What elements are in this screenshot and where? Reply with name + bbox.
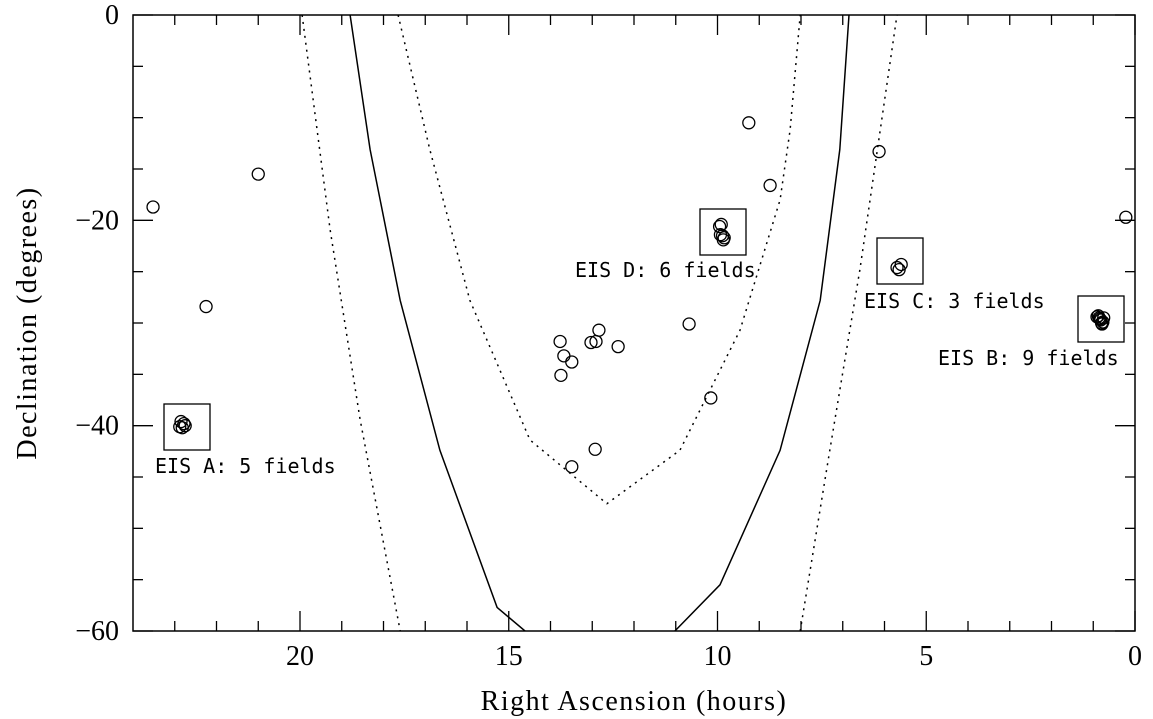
curve (301, 15, 898, 631)
y-tick-label: 0 (105, 0, 119, 31)
annotation: EIS A: 5 fields (155, 454, 336, 478)
field-point (199, 299, 213, 314)
field-point (251, 167, 265, 181)
annotation: EIS B: 9 fields (938, 346, 1119, 370)
x-tick-label: 10 (704, 641, 732, 672)
field-point (763, 178, 777, 193)
field-point (584, 335, 598, 350)
field-box (699, 208, 747, 256)
field-point (716, 233, 730, 247)
field-point (611, 339, 625, 354)
field-point (178, 419, 192, 433)
field-point (872, 144, 886, 159)
field-point (890, 260, 904, 275)
plot-frame (132, 14, 1136, 632)
field-point (174, 414, 188, 429)
field-point (1095, 317, 1109, 331)
x-tick-label: 0 (1128, 641, 1142, 672)
field-point (554, 368, 568, 383)
field-point (557, 349, 571, 363)
field-point (592, 323, 606, 337)
field-point (892, 262, 906, 277)
x-tick-label: 20 (286, 641, 314, 672)
field-point (588, 442, 602, 456)
y-axis-label: Declination (degrees) (12, 186, 43, 459)
field-point (712, 219, 727, 234)
field-point (565, 460, 579, 474)
field-point (742, 116, 756, 130)
y-tick-label: −40 (75, 411, 119, 442)
field-point (1119, 210, 1133, 224)
field-box (163, 403, 211, 451)
y-tick-label: −20 (75, 205, 119, 236)
field-point (553, 334, 567, 349)
field-point (704, 391, 718, 405)
field-box (1077, 295, 1125, 343)
field-point (565, 355, 579, 369)
field-point (173, 420, 187, 434)
x-axis-label: Right Ascension (hours) (481, 686, 788, 717)
curve (349, 15, 850, 631)
field-point (682, 317, 696, 331)
curves (301, 15, 898, 631)
y-tick-label: −60 (75, 616, 119, 647)
field-point (1097, 311, 1111, 325)
field-box (876, 237, 924, 285)
annotation: EIS D: 6 fields (575, 258, 756, 282)
field-point (146, 200, 160, 214)
x-tick-label: 5 (919, 641, 933, 672)
x-tick-label: 15 (495, 641, 523, 672)
annotation: EIS C: 3 fields (864, 289, 1045, 313)
